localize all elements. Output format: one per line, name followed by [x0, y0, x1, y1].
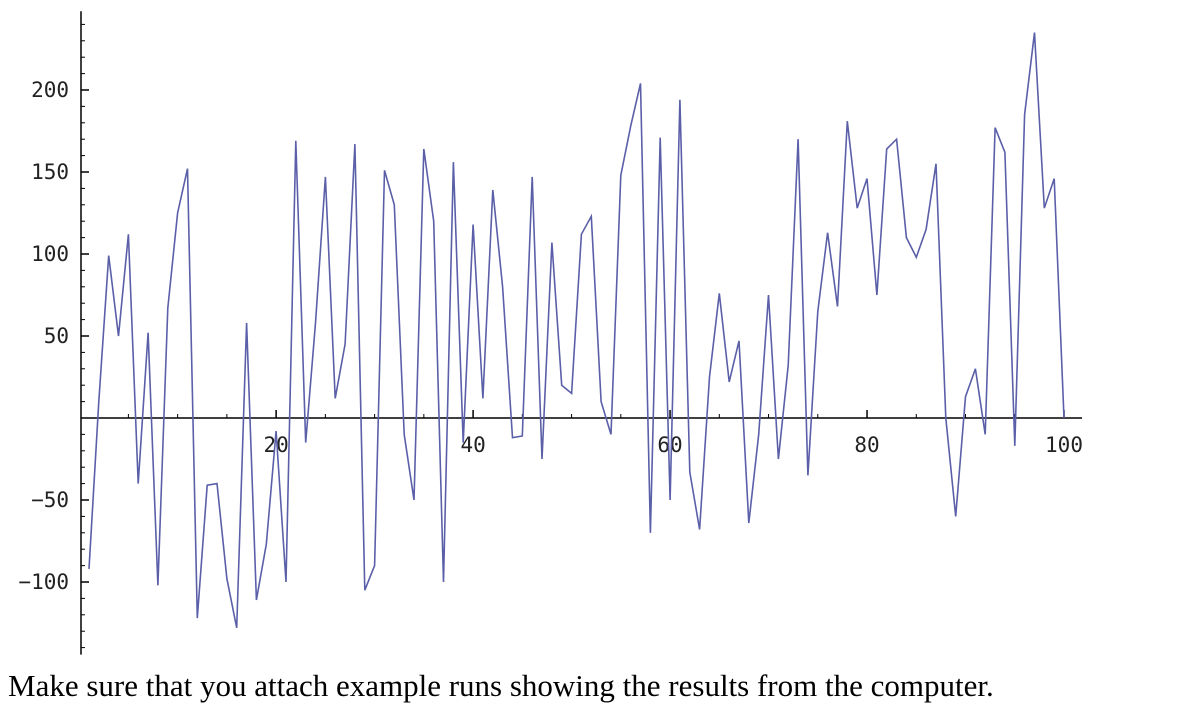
x-tick-label: 60 — [657, 433, 682, 457]
y-tick-label: −50 — [31, 488, 69, 512]
y-tick-labels: −100 −50 50 100 150 200 — [18, 78, 69, 594]
y-tick-label: 50 — [44, 324, 69, 348]
y-tick-label: 200 — [31, 78, 69, 102]
caption-text: Make sure that you attach example runs s… — [8, 668, 994, 703]
y-axis-major-ticks — [81, 89, 89, 583]
x-tick-label: 40 — [460, 433, 485, 457]
x-tick-label: 100 — [1045, 433, 1083, 457]
y-tick-label: −100 — [18, 570, 69, 594]
series-group — [88, 32, 1065, 629]
x-tick-label: 80 — [854, 433, 879, 457]
series-line — [88, 32, 1065, 629]
y-tick-label: 150 — [31, 160, 69, 184]
y-tick-label: 100 — [31, 242, 69, 266]
x-tick-labels: 20 40 60 80 100 — [263, 433, 1082, 457]
